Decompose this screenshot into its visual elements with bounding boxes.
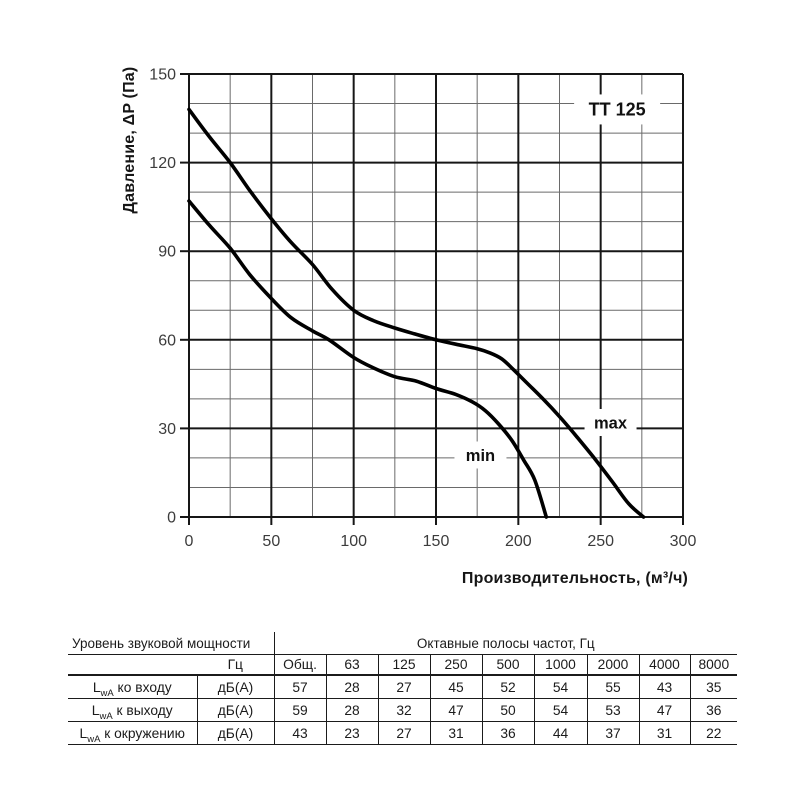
value-cell: 54 <box>533 698 588 722</box>
y-tick-label: 0 <box>167 510 176 527</box>
value-cell: 44 <box>533 721 588 745</box>
value-cell: 57 <box>273 675 327 699</box>
value-cell: 31 <box>429 721 483 745</box>
value-cell: 50 <box>481 698 535 722</box>
max-label-box <box>584 408 637 436</box>
freq-header-cell: Общ. <box>273 654 327 676</box>
value-cell: 22 <box>689 721 738 745</box>
min-label-box <box>454 441 507 469</box>
y-tick-label: 30 <box>158 421 176 438</box>
min-curve <box>187 199 549 519</box>
value-cell: 32 <box>377 698 431 722</box>
value-cell: 27 <box>377 675 431 699</box>
value-cell: 43 <box>638 675 691 699</box>
table-title-left: Уровень звуковой мощности <box>68 632 275 655</box>
row-label: LwA к окружению <box>68 721 198 745</box>
value-cell: 52 <box>481 675 535 699</box>
value-cell: 43 <box>273 721 327 745</box>
x-tick-label: 100 <box>340 533 367 550</box>
freq-header-cell: 500 <box>481 654 535 676</box>
value-cell: 53 <box>586 698 640 722</box>
table-row: LwA ко входу дБ(А) 57 28 27 45 52 54 55 43 35 <box>68 675 738 699</box>
y-axis-title: Давление, ΔP (Па) <box>121 66 138 214</box>
freq-header-cell: 63 <box>325 654 379 676</box>
value-cell: 27 <box>377 721 431 745</box>
value-cell: 23 <box>325 721 379 745</box>
freq-header-cell: 2000 <box>586 654 640 676</box>
x-tick-label: 200 <box>505 533 532 550</box>
performance-chart: 0 30 60 90 120 150 0 50 100 150 200 250 300 TT 125 max… <box>149 67 697 551</box>
value-cell: 47 <box>429 698 483 722</box>
unit-cell: дБ(А) <box>197 698 275 722</box>
y-tick-label: 150 <box>149 67 176 84</box>
value-cell: 36 <box>689 698 738 722</box>
x-tick-label: 250 <box>587 533 614 550</box>
model-label: TT 125 <box>589 99 646 119</box>
unit-cell: дБ(А) <box>197 721 275 745</box>
min-curve-label: min <box>466 447 495 465</box>
value-cell: 45 <box>429 675 483 699</box>
table-row: LwA к окружению дБ(А) 43 23 27 31 36 44 37 31 22 <box>68 721 738 745</box>
y-tick-label: 120 <box>149 155 176 172</box>
value-cell: 54 <box>533 675 588 699</box>
x-tick-label: 150 <box>423 533 450 550</box>
max-curve <box>187 107 646 519</box>
row-label: LwA к выходу <box>68 698 198 722</box>
value-cell: 55 <box>586 675 640 699</box>
table-header-row-1: Уровень звуковой мощности Октавные полос… <box>68 632 738 655</box>
unit-cell: дБ(А) <box>197 675 275 699</box>
value-cell: 31 <box>638 721 691 745</box>
freq-header-cell: 8000 <box>689 654 738 676</box>
x-tick-label: 50 <box>262 533 280 550</box>
y-tick-label: 90 <box>158 244 176 261</box>
freq-header-cell: 1000 <box>533 654 588 676</box>
freq-header-cell: 4000 <box>638 654 691 676</box>
x-tick-label: 0 <box>185 533 194 550</box>
freq-header-cell: 125 <box>377 654 431 676</box>
table-title-right: Октавные полосы частот, Гц <box>273 632 738 655</box>
freq-header-cell: 250 <box>429 654 483 676</box>
unit-column-header: Гц <box>197 654 275 676</box>
table-row: LwA к выходу дБ(А) 59 28 32 47 50 54 53 47 36 <box>68 698 738 722</box>
sound-power-table: Уровень звуковой мощности Октавные полос… <box>68 632 738 745</box>
max-curve-label: max <box>594 414 628 432</box>
x-axis-title: Производительность, (м³/ч) <box>461 570 689 587</box>
row-label: LwA ко входу <box>68 675 198 699</box>
value-cell: 28 <box>325 675 379 699</box>
value-cell: 59 <box>273 698 327 722</box>
table-header-row-2: Гц Общ. 63 125 250 500 1000 2000 4000 8000 <box>68 654 738 676</box>
model-label-box <box>574 94 661 125</box>
y-tick-label: 60 <box>158 332 176 349</box>
value-cell: 28 <box>325 698 379 722</box>
value-cell: 47 <box>638 698 691 722</box>
value-cell: 35 <box>689 675 738 699</box>
x-tick-label: 300 <box>670 533 697 550</box>
empty-cell <box>68 654 197 676</box>
value-cell: 36 <box>481 721 535 745</box>
value-cell: 37 <box>586 721 640 745</box>
